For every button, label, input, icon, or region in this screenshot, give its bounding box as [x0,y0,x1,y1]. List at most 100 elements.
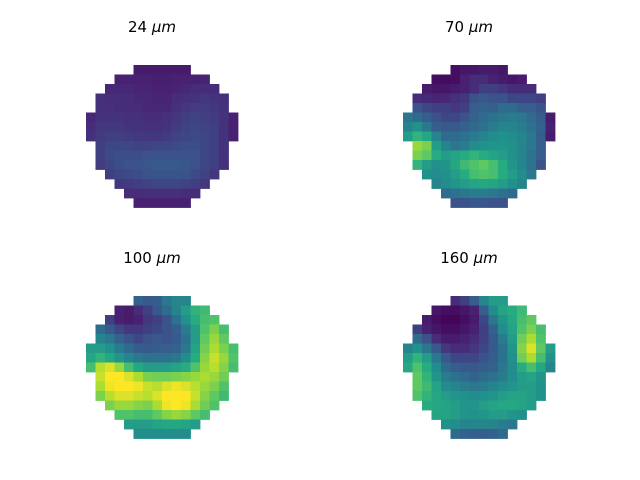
heatmap-cell [469,381,480,392]
heatmap-cell [517,334,527,344]
heatmap-cell [190,84,201,94]
heatmap-cell [488,179,499,189]
heatmap-cell [507,188,518,199]
heatmap-cell [181,353,191,363]
heatmap-cell [152,74,163,85]
heatmap-cell [105,112,115,123]
heatmap-cell [105,391,115,401]
heatmap-cell [181,74,191,85]
heatmap-cell [133,112,144,123]
heatmap-cell [545,122,556,132]
heatmap-cell [200,84,210,94]
heatmap-cell [171,343,182,354]
heatmap-cell [124,122,134,132]
heatmap-cell [517,169,527,180]
heatmap-cell [526,381,537,392]
heatmap-cell [545,353,556,363]
heatmap-cell [114,324,125,335]
heatmap-cell [105,400,115,411]
heatmap-cell [133,74,144,85]
heatmap-cell [162,84,172,94]
heatmap-cell [219,362,229,373]
heatmap-cell [507,305,518,316]
heatmap-cell [517,103,527,113]
heatmap-cell [171,112,182,123]
heatmap-cell [143,65,153,75]
heatmap-cell [124,74,134,85]
heatmap-cell [460,410,470,420]
heatmap-cell [412,324,423,335]
heatmap-cell [200,93,210,104]
heatmap-cell [469,93,480,104]
heatmap-cell [86,353,96,363]
heatmap-cell [488,84,499,94]
heatmap-cell [479,74,489,85]
heatmap-cell [152,296,163,306]
heatmap-cell [133,169,144,180]
heatmap-cell [488,141,499,151]
heatmap-cell [479,122,489,132]
heatmap-cell [143,131,153,142]
heatmap-cell [200,343,210,354]
heatmap-cell [133,400,144,411]
heatmap-cell [469,74,480,85]
heatmap-cell [479,343,489,354]
heatmap-cell [114,179,125,189]
heatmap-cell [498,179,508,189]
heatmap-cell [133,160,144,170]
heatmap-cell [412,372,423,382]
heatmap-cell [133,305,144,316]
heatmap-cell [488,391,499,401]
heatmap-cell [536,343,546,354]
heatmap-cell [526,122,537,132]
heatmap-cell [517,179,527,189]
heatmap-cell [450,381,461,392]
heatmap-cell [441,419,451,430]
heatmap-cell [517,141,527,151]
heatmap-cell [114,74,125,85]
heatmap-cell [171,160,182,170]
heatmap-cell [143,419,153,430]
heatmap-cell [460,372,470,382]
heatmap-cell [536,122,546,132]
heatmap-cell [228,122,239,132]
heatmap-cell [190,103,201,113]
heatmap-cell [441,131,451,142]
heatmap-cell [441,150,451,161]
heatmap-cell [190,315,201,325]
heatmap-cell [95,131,106,142]
heatmap-cell [171,150,182,161]
heatmap-cell [469,372,480,382]
heatmap-cell [162,103,172,113]
heatmap-cell [450,305,461,316]
heatmap-cell [517,112,527,123]
heatmap-cell [422,372,432,382]
heatmap-cell [171,372,182,382]
heatmap-cell [498,169,508,180]
heatmap-cell [143,381,153,392]
heatmap-cell [105,334,115,344]
heatmap-cell [460,84,470,94]
heatmap-cell [460,122,470,132]
heatmap-cell [507,391,518,401]
heatmap-cell [488,112,499,123]
heatmap-cell [133,324,144,335]
heatmap-cell [460,419,470,430]
heatmap-cell [526,131,537,142]
heatmap-cell [441,305,451,316]
heatmap-cell [162,141,172,151]
heatmap-cell [200,160,210,170]
heatmap-cell [114,150,125,161]
heatmap-cell [171,141,182,151]
heatmap-cell [209,362,220,373]
heatmap-cell [536,362,546,373]
heatmap-cell [209,131,220,142]
heatmap-cell [152,400,163,411]
heatmap-cell [209,141,220,151]
heatmap-cell [422,381,432,392]
heatmap-cell [200,353,210,363]
heatmap-cell [181,84,191,94]
heatmap-cell [143,400,153,411]
heatmap-cell [133,429,144,439]
heatmap-cell [460,305,470,316]
